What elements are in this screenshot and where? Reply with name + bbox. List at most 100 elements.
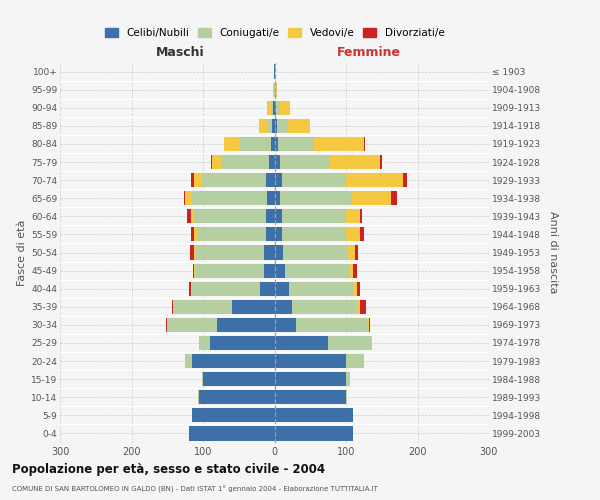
Bar: [288, 119, 310, 133]
Text: Popolazione per età, sesso e stato civile - 2004: Popolazione per età, sesso e stato civil…: [12, 462, 325, 475]
Bar: [194, 264, 196, 278]
Bar: [223, 155, 269, 169]
Bar: [275, 210, 281, 224]
Bar: [346, 173, 403, 187]
Bar: [239, 137, 271, 151]
Bar: [202, 372, 203, 386]
Bar: [275, 119, 277, 133]
Bar: [276, 82, 277, 96]
Bar: [330, 155, 380, 169]
Bar: [266, 210, 275, 224]
Bar: [346, 228, 360, 241]
Y-axis label: Fasce di età: Fasce di età: [17, 220, 27, 286]
Bar: [175, 300, 232, 314]
Bar: [364, 137, 365, 151]
Bar: [271, 100, 273, 115]
Bar: [275, 390, 346, 404]
Bar: [353, 282, 357, 296]
Bar: [190, 282, 191, 296]
Bar: [352, 191, 391, 206]
Bar: [194, 173, 202, 187]
Bar: [217, 318, 275, 332]
Bar: [194, 246, 196, 260]
Bar: [280, 155, 330, 169]
Legend: Celibi/Nubili, Coniugati/e, Vedovi/e, Divorziati/e: Celibi/Nubili, Coniugati/e, Vedovi/e, Di…: [100, 24, 449, 42]
Bar: [259, 119, 266, 133]
Bar: [275, 408, 353, 422]
Bar: [184, 191, 185, 206]
Bar: [191, 173, 194, 187]
Bar: [166, 318, 167, 332]
Bar: [271, 137, 275, 151]
Bar: [203, 372, 275, 386]
Bar: [285, 264, 350, 278]
Bar: [276, 100, 280, 115]
Bar: [266, 119, 272, 133]
Bar: [281, 228, 346, 241]
Bar: [167, 318, 217, 332]
Bar: [185, 354, 192, 368]
Bar: [275, 336, 328, 350]
Bar: [371, 336, 372, 350]
Bar: [275, 228, 281, 241]
Bar: [196, 246, 264, 260]
Bar: [275, 264, 285, 278]
Bar: [275, 300, 292, 314]
Bar: [360, 300, 366, 314]
Bar: [280, 100, 290, 115]
Bar: [268, 100, 271, 115]
Bar: [202, 173, 266, 187]
Bar: [281, 173, 346, 187]
Bar: [275, 82, 276, 96]
Bar: [264, 246, 275, 260]
Bar: [275, 318, 296, 332]
Bar: [296, 318, 367, 332]
Bar: [275, 372, 346, 386]
Bar: [380, 155, 382, 169]
Bar: [185, 191, 192, 206]
Bar: [292, 300, 357, 314]
Bar: [268, 191, 275, 206]
Bar: [346, 354, 364, 368]
Bar: [269, 155, 275, 169]
Bar: [260, 282, 275, 296]
Bar: [196, 264, 264, 278]
Bar: [353, 264, 357, 278]
Bar: [194, 228, 198, 241]
Bar: [328, 336, 371, 350]
Bar: [283, 246, 347, 260]
Bar: [198, 390, 199, 404]
Bar: [211, 155, 212, 169]
Text: Maschi: Maschi: [156, 46, 205, 59]
Bar: [275, 246, 283, 260]
Bar: [191, 282, 192, 296]
Bar: [275, 282, 289, 296]
Bar: [266, 228, 275, 241]
Bar: [266, 173, 275, 187]
Bar: [314, 137, 364, 151]
Bar: [360, 228, 364, 241]
Bar: [278, 137, 314, 151]
Bar: [277, 119, 288, 133]
Bar: [192, 282, 260, 296]
Bar: [188, 426, 275, 440]
Bar: [275, 137, 278, 151]
Bar: [357, 300, 360, 314]
Bar: [281, 210, 346, 224]
Bar: [350, 264, 353, 278]
Bar: [224, 137, 239, 151]
Bar: [403, 173, 407, 187]
Bar: [199, 390, 275, 404]
Bar: [194, 210, 266, 224]
Bar: [187, 210, 191, 224]
Bar: [173, 300, 175, 314]
Bar: [275, 155, 280, 169]
Bar: [347, 246, 355, 260]
Bar: [275, 100, 276, 115]
Bar: [272, 119, 275, 133]
Bar: [232, 300, 275, 314]
Bar: [346, 210, 360, 224]
Bar: [192, 191, 268, 206]
Bar: [369, 318, 370, 332]
Bar: [273, 100, 275, 115]
